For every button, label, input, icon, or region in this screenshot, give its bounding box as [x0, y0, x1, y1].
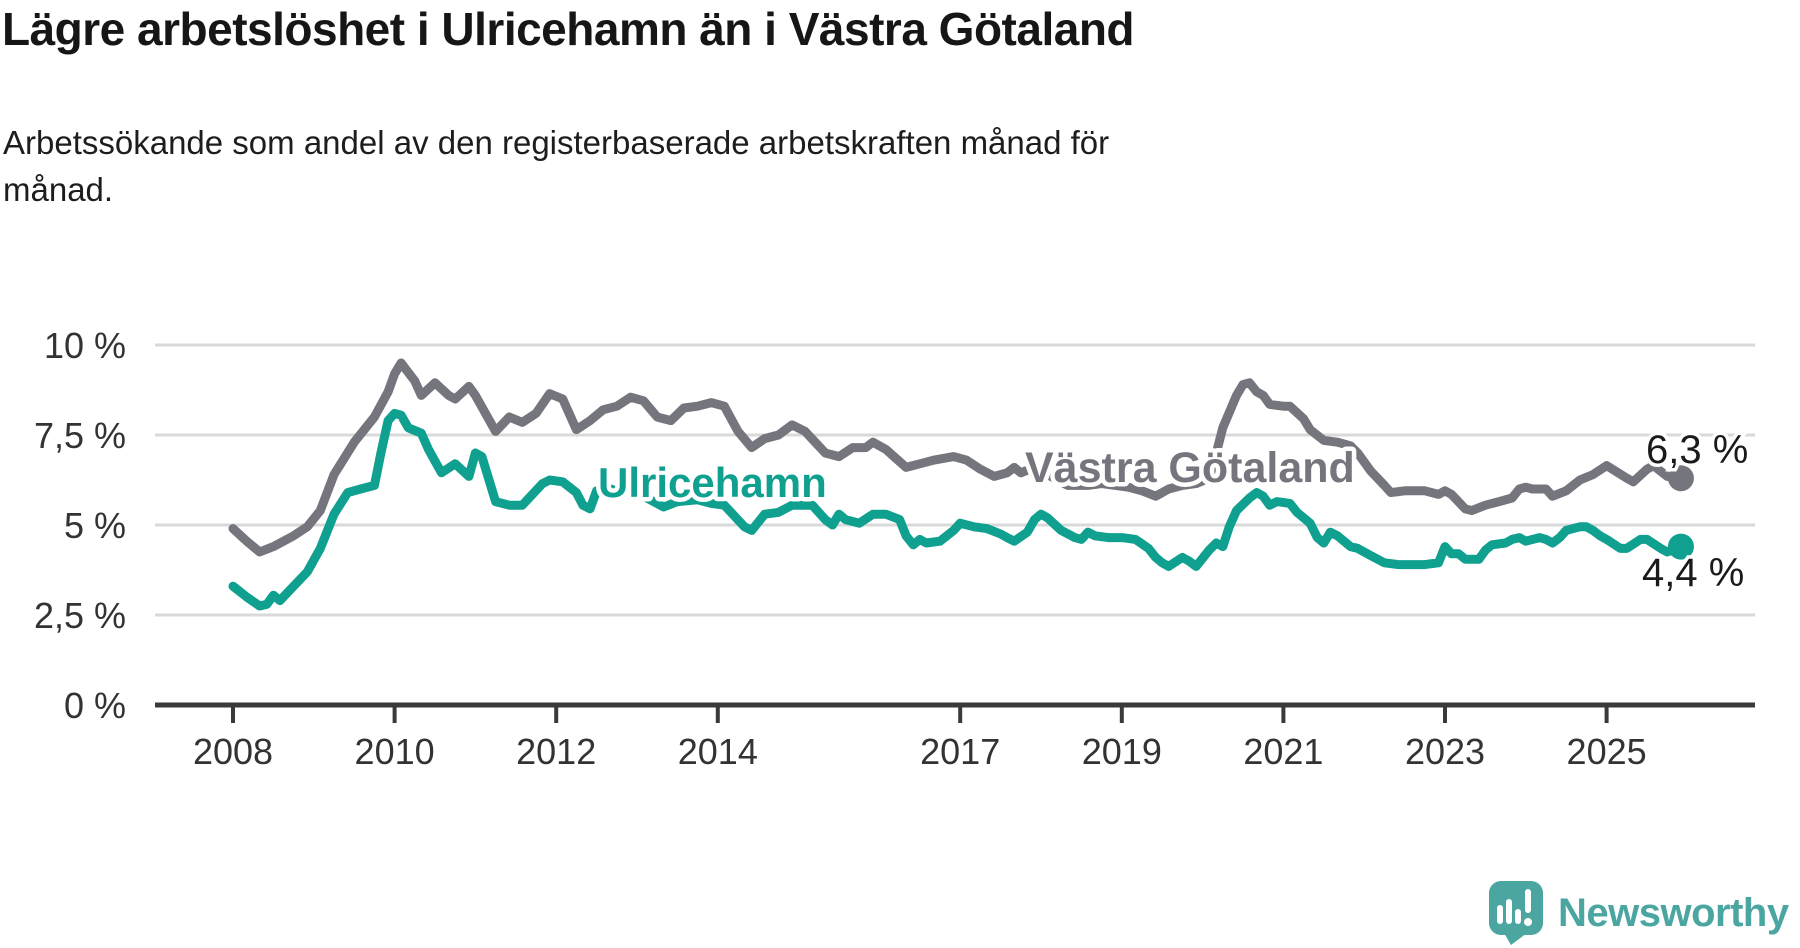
- y-tick-label-0: 0 %: [64, 685, 126, 726]
- series-line-v-stra-g-taland: [228, 358, 1686, 557]
- subtitle-line-2: månad.: [3, 170, 114, 208]
- end-value-label-ulricehamn: 4,4 %: [1642, 551, 1744, 595]
- series-end-dot-v-stra-g-taland: [1667, 465, 1694, 492]
- y-tick-label-2.5: 2,5 %: [34, 595, 126, 636]
- brand-name: Newsworthy: [1558, 890, 1789, 935]
- x-tick-label-2014: 2014: [678, 731, 758, 772]
- series-label-ulricehamn: Ulricehamn: [598, 459, 827, 506]
- x-tick-label-2017: 2017: [920, 731, 1000, 772]
- series-label-v-stra-g-taland: Västra Götaland: [1025, 444, 1355, 492]
- series-line-ulricehamn: [228, 408, 1686, 611]
- logo-bar-3: [1515, 909, 1521, 924]
- logo-bar-1: [1497, 905, 1503, 924]
- logo-exclamation-dot: [1524, 918, 1532, 926]
- y-tick-label-10: 10 %: [44, 325, 126, 366]
- page-title: Lägre arbetslöshet i Ulricehamn än i Väs…: [2, 3, 1135, 55]
- x-tick-label-2021: 2021: [1243, 731, 1323, 772]
- x-tick-label-2012: 2012: [516, 731, 596, 772]
- newsworthy-brand: Newsworthy: [1489, 881, 1789, 945]
- y-tick-label-7.5: 7,5 %: [34, 415, 126, 456]
- chart-subtitle: Arbetssökande som andel av den registerb…: [3, 120, 1109, 214]
- logo-bar-2: [1506, 899, 1512, 924]
- x-tick-label-2019: 2019: [1082, 731, 1162, 772]
- x-tick-label-2008: 2008: [193, 731, 273, 772]
- x-tick-label-2025: 2025: [1567, 731, 1647, 772]
- logo-exclamation-bar: [1525, 889, 1531, 913]
- end-value-label-v-stra-g-taland: 6,3 %: [1646, 428, 1748, 472]
- y-tick-label-5: 5 %: [64, 505, 126, 546]
- x-tick-label-2010: 2010: [355, 731, 435, 772]
- newsworthy-logo-icon: [1489, 881, 1543, 945]
- subtitle-line-1: Arbetssökande som andel av den registerb…: [3, 124, 1110, 161]
- x-tick-label-2023: 2023: [1405, 731, 1485, 772]
- series-end-dot-ulricehamn: [1667, 533, 1694, 560]
